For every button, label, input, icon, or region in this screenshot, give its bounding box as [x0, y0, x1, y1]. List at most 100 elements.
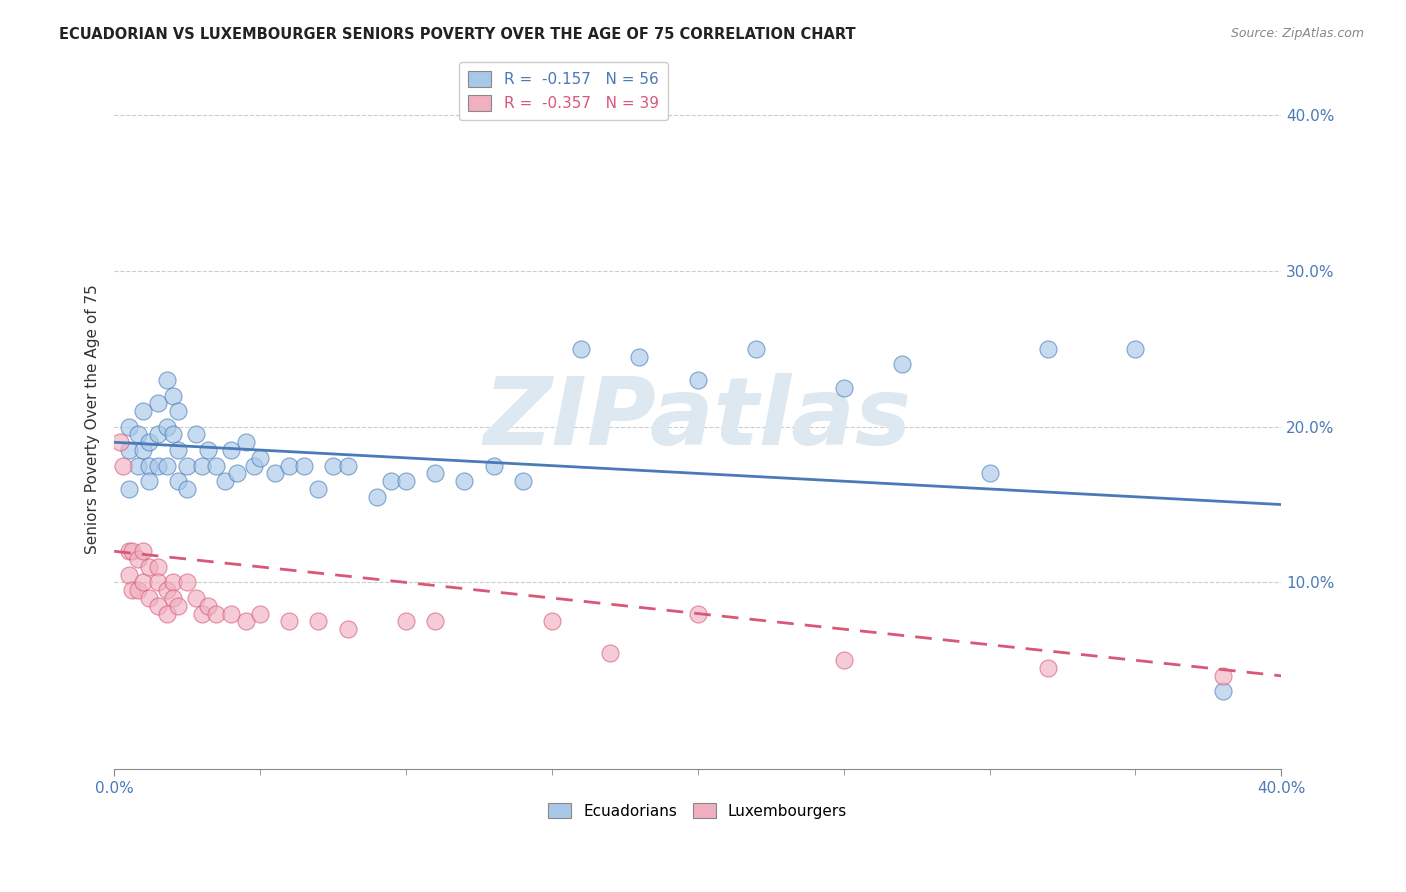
Point [1036, 342, 1059, 356]
Point [167, 404, 190, 418]
Point [156, 458, 179, 473]
Point [979, 467, 1001, 481]
Point [146, 458, 169, 473]
Point [127, 583, 149, 598]
Point [108, 435, 131, 450]
Point [121, 583, 143, 598]
Point [249, 607, 271, 621]
Point [453, 474, 475, 488]
Point [205, 458, 228, 473]
Point [628, 350, 651, 364]
Point [425, 615, 447, 629]
Point [686, 373, 709, 387]
Point [138, 458, 160, 473]
Point [336, 458, 359, 473]
Point [599, 646, 621, 660]
Point [307, 482, 329, 496]
Point [167, 599, 190, 613]
Text: ECUADORIAN VS LUXEMBOURGER SENIORS POVERTY OVER THE AGE OF 75 CORRELATION CHART: ECUADORIAN VS LUXEMBOURGER SENIORS POVER… [59, 27, 856, 42]
Point [138, 591, 160, 605]
Point [197, 443, 219, 458]
Point [214, 474, 236, 488]
Point [146, 575, 169, 590]
Point [832, 653, 855, 667]
Point [235, 435, 257, 450]
Point [127, 552, 149, 566]
Text: Source: ZipAtlas.com: Source: ZipAtlas.com [1230, 27, 1364, 40]
Point [132, 443, 155, 458]
Point [482, 458, 505, 473]
Point [197, 599, 219, 613]
Point [541, 615, 564, 629]
Point [243, 458, 266, 473]
Point [292, 458, 315, 473]
Y-axis label: Seniors Poverty Over the Age of 75: Seniors Poverty Over the Age of 75 [86, 284, 100, 554]
Point [184, 591, 207, 605]
Point [156, 419, 179, 434]
Point [512, 474, 534, 488]
Point [322, 458, 344, 473]
Point [127, 427, 149, 442]
Point [307, 615, 329, 629]
Point [146, 427, 169, 442]
Point [138, 559, 160, 574]
Point [235, 615, 257, 629]
Point [132, 575, 155, 590]
Point [425, 467, 447, 481]
Point [190, 607, 212, 621]
Point [121, 544, 143, 558]
Point [249, 450, 271, 465]
Point [156, 583, 179, 598]
Point [138, 474, 160, 488]
Point [118, 419, 141, 434]
Point [225, 467, 247, 481]
Point [162, 575, 184, 590]
Point [380, 474, 402, 488]
Point [138, 435, 160, 450]
Legend: Ecuadorians, Luxembourgers: Ecuadorians, Luxembourgers [543, 797, 853, 825]
Point [162, 591, 184, 605]
Point [176, 458, 198, 473]
Point [278, 615, 301, 629]
Point [167, 474, 190, 488]
Point [118, 482, 141, 496]
Point [205, 607, 228, 621]
Point [336, 622, 359, 636]
Point [127, 458, 149, 473]
Point [156, 373, 179, 387]
Point [146, 559, 169, 574]
Point [1212, 684, 1234, 698]
Point [745, 342, 768, 356]
Point [686, 607, 709, 621]
Text: ZIPatlas: ZIPatlas [484, 373, 912, 465]
Point [219, 607, 242, 621]
Point [1125, 342, 1147, 356]
Point [118, 544, 141, 558]
Point [118, 567, 141, 582]
Point [832, 381, 855, 395]
Point [167, 443, 190, 458]
Point [395, 474, 418, 488]
Point [146, 599, 169, 613]
Point [156, 607, 179, 621]
Point [190, 458, 212, 473]
Point [1036, 661, 1059, 675]
Point [1212, 669, 1234, 683]
Point [132, 544, 155, 558]
Point [162, 388, 184, 402]
Point [111, 458, 134, 473]
Point [184, 427, 207, 442]
Point [569, 342, 592, 356]
Point [132, 404, 155, 418]
Point [395, 615, 418, 629]
Point [162, 427, 184, 442]
Point [366, 490, 388, 504]
Point [263, 467, 285, 481]
Point [176, 482, 198, 496]
Point [219, 443, 242, 458]
Point [118, 443, 141, 458]
Point [146, 396, 169, 410]
Point [278, 458, 301, 473]
Point [176, 575, 198, 590]
Point [891, 358, 914, 372]
